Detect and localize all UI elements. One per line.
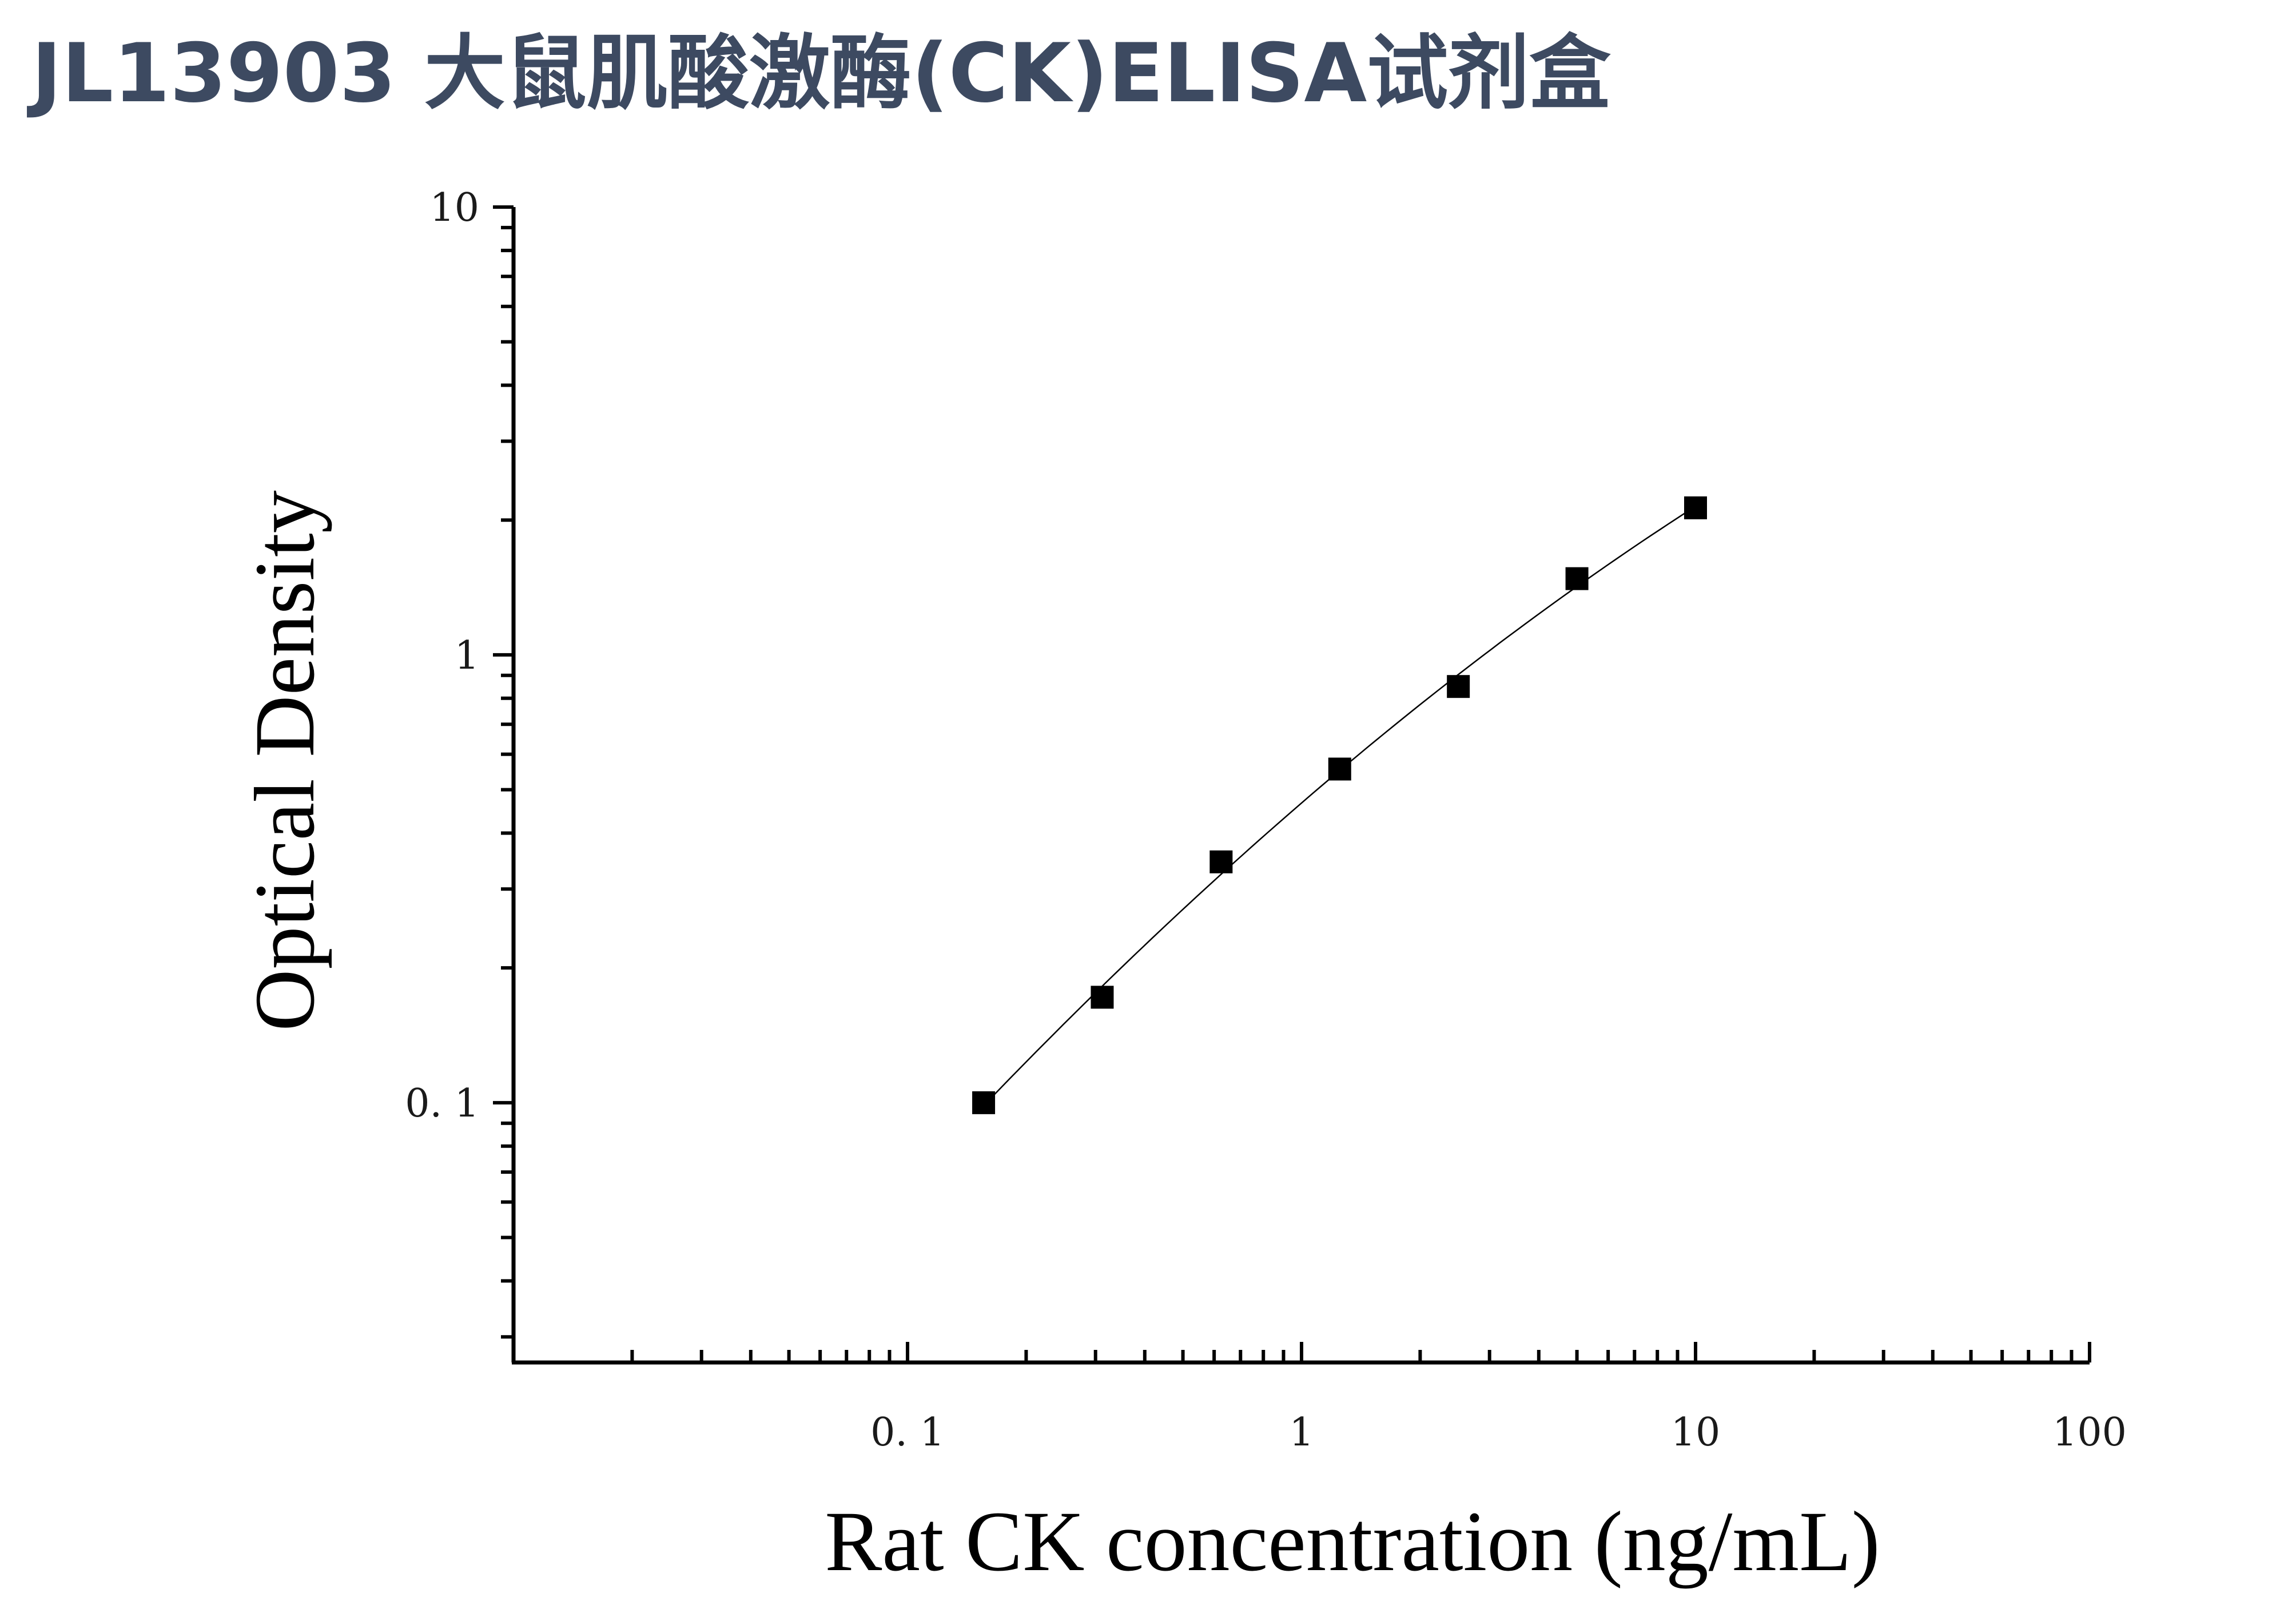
fit-curve bbox=[983, 506, 1696, 1106]
x-tick-label: 0. 1 bbox=[870, 1410, 945, 1455]
x-tick-label: 1 bbox=[1289, 1410, 1314, 1455]
page-title: JL13903 大鼠肌酸激酶(CK)ELISA试剂盒 bbox=[31, 26, 1611, 121]
data-point bbox=[972, 1091, 996, 1114]
data-point bbox=[1091, 986, 1114, 1009]
x-tick-label: 10 bbox=[1671, 1410, 1721, 1455]
tick-labels-layer: 0. 1 1 10 100 0. 1 1 10 bbox=[405, 185, 2127, 1455]
data-points-layer bbox=[972, 496, 1707, 1114]
axes bbox=[493, 205, 2091, 1365]
x-axis-title: Rat CK concentration (ng/mL) bbox=[825, 1494, 1880, 1589]
data-point bbox=[1565, 567, 1589, 590]
y-tick-label: 10 bbox=[429, 185, 479, 231]
fit-curve-layer bbox=[983, 506, 1696, 1106]
data-point bbox=[1447, 675, 1470, 698]
y-tick-label: 0. 1 bbox=[405, 1081, 479, 1126]
y-tick-label: 1 bbox=[455, 633, 479, 678]
y-axis-title: Optical Density bbox=[237, 490, 332, 1031]
data-point bbox=[1209, 850, 1233, 873]
data-point bbox=[1328, 757, 1351, 781]
data-point bbox=[1684, 496, 1707, 519]
x-tick-label: 100 bbox=[2052, 1410, 2127, 1455]
